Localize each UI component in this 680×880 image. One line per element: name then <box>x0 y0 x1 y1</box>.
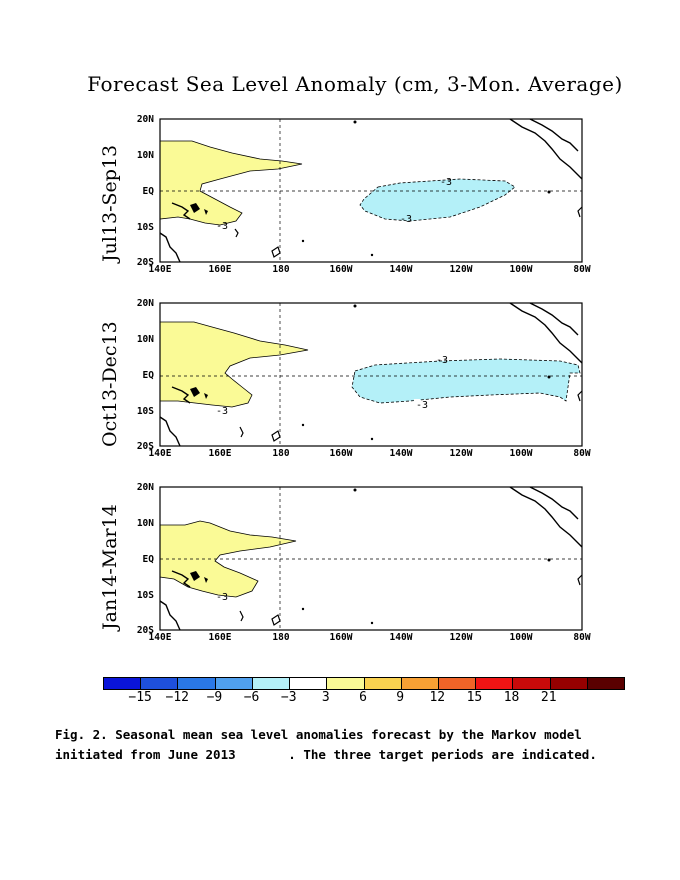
figure-caption: Fig. 2. Seasonal mean sea level anomalie… <box>55 725 680 765</box>
x-tick-label: 160W <box>329 632 353 643</box>
colorbar-label: 3 <box>321 690 330 705</box>
x-tick-label: 160E <box>208 448 232 459</box>
colorbar-label: −15 <box>128 690 152 705</box>
panel-label: Oct13-Dec13 <box>99 321 121 447</box>
y-tick-label: EQ <box>142 186 154 197</box>
colorbar-swatch <box>438 678 477 689</box>
x-tick-label: 140W <box>389 264 413 275</box>
y-tick-label: 10N <box>136 518 154 529</box>
colorbar-swatch <box>327 678 365 689</box>
colorbar-swatch <box>104 678 142 689</box>
x-tick-label: 120W <box>449 632 473 643</box>
y-tick-label: 10S <box>136 590 154 601</box>
colorbar-swatch <box>587 678 625 689</box>
colorbar-swatch <box>215 678 253 689</box>
x-tick-label: 80W <box>573 448 591 459</box>
colorbar-label: −12 <box>165 690 190 705</box>
map-panel-1: -3 -3 -3 <box>159 118 583 263</box>
caption-line-1: Fig. 2. Seasonal mean sea level anomalie… <box>55 727 582 742</box>
x-tick-label: 80W <box>573 632 591 643</box>
colorbar-swatch <box>364 678 402 689</box>
y-tick-label: 20N <box>136 482 154 493</box>
map-panel-3: -3 <box>159 486 583 631</box>
colorbar <box>103 677 625 690</box>
colorbar-label: −6 <box>243 690 260 705</box>
colorbar-swatch <box>141 678 179 689</box>
x-tick-label: 160W <box>329 448 353 459</box>
x-tick-label: 160E <box>208 632 232 643</box>
x-tick-label: 120W <box>449 448 473 459</box>
y-tick-label: EQ <box>142 370 154 381</box>
x-tick-label: 160W <box>329 264 353 275</box>
x-tick-label: 140E <box>148 448 172 459</box>
x-tick-label: 140W <box>389 448 413 459</box>
y-tick-label: 10N <box>136 150 154 161</box>
figure-title: Forecast Sea Level Anomaly (cm, 3-Mon. A… <box>87 72 623 96</box>
y-tick-label: 10S <box>136 222 154 233</box>
contour-label: -3 <box>216 592 228 603</box>
colorbar-label: 21 <box>540 690 557 705</box>
y-tick-label: 20S <box>136 625 154 636</box>
x-tick-label: 140E <box>148 264 172 275</box>
x-tick-label: 140E <box>148 632 172 643</box>
y-tick-label: 20S <box>136 441 154 452</box>
contour-label: -3 <box>440 177 452 188</box>
colorbar-swatch <box>401 678 439 689</box>
y-tick-label: 20S <box>136 257 154 268</box>
x-tick-label: 120W <box>449 264 473 275</box>
y-tick-label: 20N <box>136 298 154 309</box>
colorbar-swatch <box>178 678 216 689</box>
colorbar-label: 9 <box>396 690 405 705</box>
panel-label: Jan14-Mar14 <box>99 504 121 630</box>
x-tick-label: 100W <box>509 632 533 643</box>
y-tick-label: EQ <box>142 554 154 565</box>
colorbar-label: 15 <box>466 690 483 705</box>
map-svg: -3 -3 -3 <box>159 118 583 263</box>
colorbar-label: 6 <box>359 690 367 705</box>
y-tick-label: 10N <box>136 334 154 345</box>
x-tick-label: 180 <box>272 632 290 643</box>
panel-label: Jul13-Sep13 <box>99 144 121 262</box>
colorbar-swatch <box>290 678 328 689</box>
x-tick-label: 100W <box>509 264 533 275</box>
contour-label: -3 <box>216 221 228 232</box>
x-tick-label: 80W <box>573 264 591 275</box>
x-tick-label: 140W <box>389 632 413 643</box>
colorbar-swatch <box>476 678 514 689</box>
contour-label: -3 <box>436 355 448 366</box>
colorbar-swatch <box>252 678 291 689</box>
x-tick-label: 180 <box>272 264 290 275</box>
contour-label: -3 <box>416 400 428 411</box>
map-svg: -3 -3 -3 <box>159 302 583 447</box>
colorbar-label: −3 <box>280 690 297 705</box>
y-tick-label: 20N <box>136 114 154 125</box>
colorbar-label: 18 <box>503 690 520 705</box>
y-tick-label: 10S <box>136 406 154 417</box>
contour-label: -3 <box>216 406 228 417</box>
map-panel-2: -3 -3 -3 <box>159 302 583 447</box>
caption-line-2: initiated from June 2013 . The three tar… <box>55 747 597 762</box>
colorbar-label: −9 <box>206 690 223 705</box>
colorbar-swatch <box>550 678 588 689</box>
contour-label: -3 <box>400 214 412 225</box>
map-svg: -3 <box>159 486 583 631</box>
colorbar-swatch <box>513 678 551 689</box>
x-tick-label: 180 <box>272 448 290 459</box>
colorbar-label: 12 <box>429 690 446 705</box>
x-tick-label: 160E <box>208 264 232 275</box>
x-tick-label: 100W <box>509 448 533 459</box>
